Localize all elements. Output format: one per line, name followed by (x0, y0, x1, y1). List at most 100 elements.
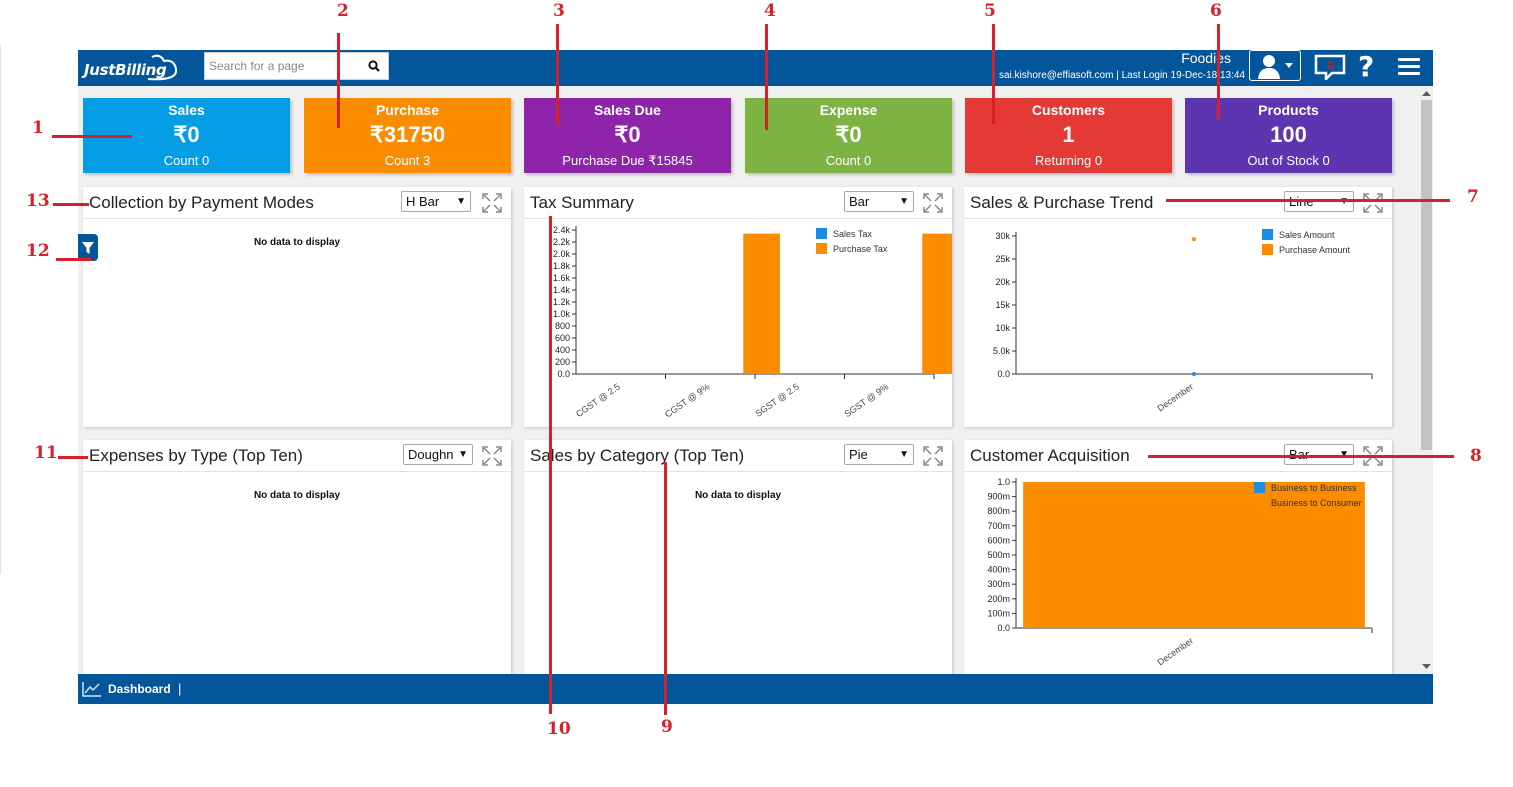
chart-type-select[interactable]: Pie ▼ (844, 444, 914, 465)
legend-swatch (816, 243, 827, 254)
footer-dashboard-link[interactable]: Dashboard (108, 682, 171, 696)
stat-card-purchase[interactable]: Purchase ₹31750 Count 3 (304, 98, 511, 173)
panel-sales-by-category: Sales by Category (Top Ten) Pie ▼ No data… (524, 440, 952, 676)
annotation-11: 11 (34, 443, 58, 463)
y-tick-label: 100m (987, 608, 1010, 618)
stat-sub: Returning 0 (1034, 153, 1103, 168)
y-tick-label: 1.0k (553, 309, 571, 319)
y-tick-label: 2.0k (553, 249, 571, 259)
x-tick-label: December (1155, 381, 1195, 413)
stat-sub: Count 3 (384, 153, 431, 168)
expand-icon[interactable] (1363, 193, 1383, 213)
legend-label: Sales Amount (1279, 230, 1335, 240)
sales-purchase-trend-chart: 0.0 5.0k 10k 15k 20k 25k 30k December Sales Amou… (993, 229, 1373, 413)
stat-value: ₹0 (614, 122, 641, 147)
expand-icon[interactable] (482, 446, 502, 466)
stat-card-expense[interactable]: Expense ₹0 Count 0 (745, 98, 952, 173)
stat-title: Expense (819, 102, 878, 118)
y-tick-label: 200 (555, 357, 570, 367)
trend-chart-icon (82, 682, 101, 697)
annotation-line-12 (56, 258, 92, 261)
panel-title: Customer Acquisition (970, 446, 1130, 465)
expand-icon[interactable] (1363, 446, 1383, 466)
y-tick-label: 800m (987, 506, 1010, 516)
panel-collection-by-payment-modes: Collection by Payment Modes H Bar ▼ No da… (83, 187, 511, 427)
panel-header: Sales by Category (Top Ten) Pie ▼ (524, 440, 952, 472)
y-tick-label: 15k (995, 300, 1010, 310)
panel-expenses-by-type: Expenses by Type (Top Ten) Doughn ▼ No da… (83, 440, 511, 676)
caret-down-icon (1285, 63, 1293, 68)
chart-type-select[interactable]: H Bar ▼ (401, 191, 471, 212)
stat-card-customers[interactable]: Customers 1 Returning 0 (965, 98, 1172, 173)
y-tick-label: 1.8k (553, 261, 571, 271)
annotation-8: 8 (1470, 446, 1482, 466)
filter-icon (82, 241, 94, 254)
chart-type-select[interactable]: Bar▼ (1284, 444, 1354, 465)
user-menu-button[interactable] (1249, 50, 1301, 81)
panel-header: Collection by Payment Modes H Bar ▼ (83, 187, 511, 219)
search-box (204, 52, 389, 80)
app-window: JustBilling Foodies sai.kishore@effiasof… (78, 50, 1433, 704)
scroll-down-arrow-icon[interactable] (1420, 662, 1433, 672)
x-tick-label: CGST @ 2.5 (574, 381, 622, 419)
chart-type-select[interactable]: Doughn ▼ (403, 444, 473, 465)
logo-cloud-icon (147, 54, 178, 81)
expand-icon[interactable] (923, 446, 943, 466)
y-tick-label: 500m (987, 550, 1010, 560)
panel-header: Sales & Purchase Trend Line▼ (964, 187, 1392, 219)
chart-type-value: H Bar (406, 194, 440, 209)
annotation-line-9 (664, 462, 667, 715)
filter-button[interactable] (78, 234, 98, 261)
panel-title: Sales & Purchase Trend (970, 193, 1154, 212)
logo[interactable]: JustBilling (82, 53, 182, 83)
y-tick-label: 900m (987, 492, 1010, 502)
y-tick-label: 600 (555, 333, 570, 343)
expand-icon[interactable] (923, 193, 943, 213)
annotation-5: 5 (984, 1, 996, 21)
line-point (1192, 237, 1196, 242)
y-tick-label: 400m (987, 565, 1010, 575)
legend-label: Business to Consumer (1271, 498, 1362, 508)
annotation-line-4 (765, 24, 768, 130)
search-button[interactable] (360, 53, 388, 79)
stat-value: ₹31750 (369, 122, 446, 147)
chart-type-select[interactable]: Bar▼ (844, 191, 914, 212)
help-icon[interactable]: ? (1358, 50, 1375, 83)
stat-value: ₹0 (173, 122, 200, 147)
top-bar: JustBilling Foodies sai.kishore@effiasof… (78, 50, 1433, 86)
notifications-button[interactable]: 0 (1314, 54, 1346, 80)
panel-header: Customer Acquisition Bar▼ (964, 440, 1392, 472)
legend-swatch (1262, 244, 1273, 255)
scroll-up-arrow-icon[interactable] (1420, 88, 1433, 98)
y-tick-label: 600m (987, 535, 1010, 545)
chat-bubble-icon (1314, 54, 1346, 80)
x-tick-label: CGST @ 9% (663, 381, 711, 419)
search-icon (368, 60, 380, 72)
y-tick-label: 30k (995, 231, 1010, 241)
legend-swatch (816, 228, 827, 239)
hamburger-menu-icon[interactable] (1398, 58, 1420, 76)
chart-type-value: Bar (1289, 447, 1309, 462)
x-tick-label: SGST @ 2.5 (753, 381, 801, 418)
panel-title: Sales by Category (Top Ten) (530, 446, 745, 465)
x-tick-label: December (1155, 635, 1195, 667)
y-tick-label: 1.4k (553, 285, 571, 295)
expand-icon[interactable] (482, 193, 502, 213)
annotation-9: 9 (661, 717, 673, 737)
legend-label: Purchase Amount (1279, 245, 1351, 255)
annotation-3: 3 (553, 1, 565, 21)
scroll-thumb[interactable] (1421, 100, 1432, 450)
panel-title: Tax Summary (530, 193, 634, 212)
y-tick-label: 700m (987, 521, 1010, 531)
stat-card-sales-due[interactable]: Sales Due ₹0 Purchase Due ₹15845 (524, 98, 731, 173)
stat-title: Customers (1031, 102, 1106, 118)
panel-title: Expenses by Type (Top Ten) (89, 446, 303, 465)
stat-sub: Out of Stock 0 (1247, 153, 1330, 168)
customer-acquisition-chart: 0.0 100m 200m 300m 400m 500m 600m 700m 800m 900m 1… (987, 477, 1373, 667)
stat-sub: Purchase Due ₹15845 (562, 153, 693, 168)
vertical-scrollbar[interactable] (1420, 86, 1433, 674)
y-tick-label: 0.0 (997, 623, 1010, 633)
search-input[interactable] (205, 53, 360, 79)
stat-value: 1 (1062, 122, 1075, 147)
bar (1023, 482, 1365, 628)
